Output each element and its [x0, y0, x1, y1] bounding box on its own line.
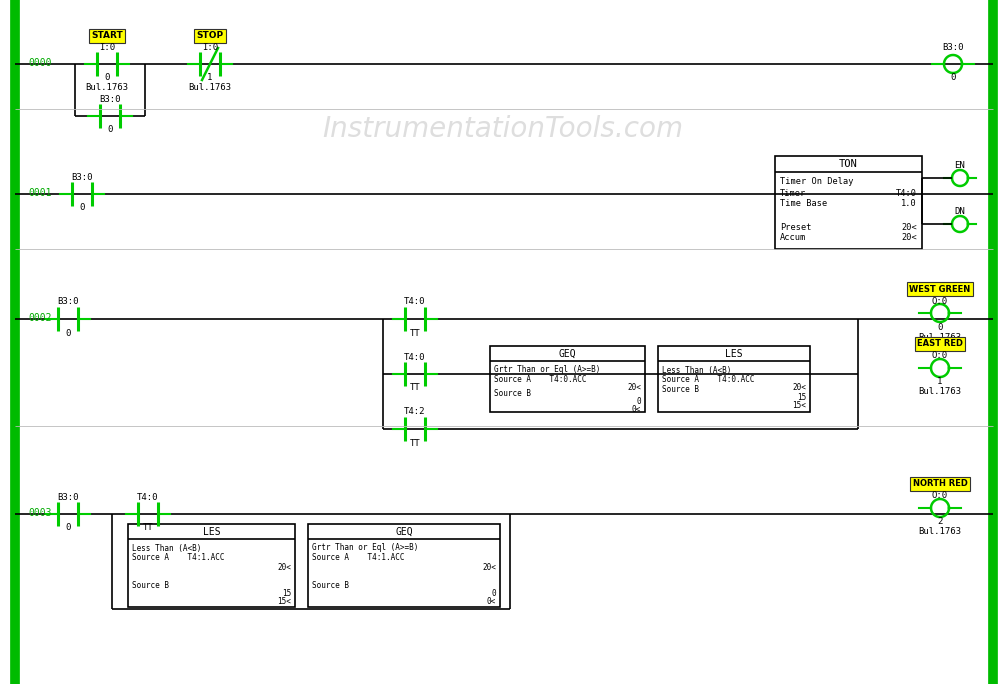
- Text: 0: 0: [951, 73, 956, 83]
- Text: I:0: I:0: [99, 42, 115, 51]
- Text: 0002: 0002: [28, 313, 51, 323]
- Text: 20<: 20<: [277, 564, 291, 573]
- Text: Time Base: Time Base: [780, 200, 827, 209]
- Text: NORTH RED: NORTH RED: [912, 479, 968, 488]
- Text: TT: TT: [143, 523, 153, 533]
- Text: LES: LES: [202, 527, 220, 537]
- Text: Grtr Than or Eql (A>=B): Grtr Than or Eql (A>=B): [494, 365, 601, 375]
- Text: Less Than (A<B): Less Than (A<B): [132, 544, 201, 553]
- Text: 2: 2: [938, 518, 943, 527]
- Text: Bul.1763: Bul.1763: [86, 83, 129, 92]
- Text: 20<: 20<: [901, 233, 917, 243]
- Text: Source B: Source B: [662, 386, 699, 395]
- Text: TT: TT: [409, 384, 421, 393]
- Text: Accum: Accum: [780, 233, 806, 243]
- Text: 0<: 0<: [632, 404, 641, 414]
- Text: Source B: Source B: [132, 581, 169, 590]
- Bar: [308, 524, 500, 607]
- Text: B3:0: B3:0: [57, 298, 78, 306]
- Text: 15<: 15<: [792, 402, 806, 410]
- Text: 0: 0: [65, 523, 70, 533]
- Text: 20<: 20<: [627, 384, 641, 393]
- Bar: [658, 346, 810, 412]
- Text: T4:0: T4:0: [137, 492, 159, 501]
- Text: Source A    T4:1.ACC: Source A T4:1.ACC: [312, 553, 404, 562]
- Text: InstrumentationTools.com: InstrumentationTools.com: [323, 115, 683, 143]
- Text: 0<: 0<: [487, 596, 496, 605]
- Text: 0000: 0000: [28, 58, 51, 68]
- Text: 0001: 0001: [28, 188, 51, 198]
- Text: I:0: I:0: [202, 42, 218, 51]
- Text: Timer: Timer: [780, 189, 806, 198]
- Text: T4:0: T4:0: [896, 189, 917, 198]
- Text: 0: 0: [79, 204, 85, 213]
- Text: Timer On Delay: Timer On Delay: [780, 178, 853, 187]
- Text: B3:0: B3:0: [71, 172, 93, 181]
- Text: 20<: 20<: [901, 222, 917, 231]
- Text: Preset: Preset: [780, 222, 812, 231]
- Text: Source A    T4:0.ACC: Source A T4:0.ACC: [494, 375, 586, 384]
- Text: TON: TON: [839, 159, 858, 169]
- Text: 15: 15: [797, 393, 806, 402]
- Text: 0: 0: [108, 125, 113, 135]
- Text: Grtr Than or Eql (A>=B): Grtr Than or Eql (A>=B): [312, 544, 418, 553]
- Text: T4:0: T4:0: [404, 352, 426, 362]
- Text: Bul.1763: Bul.1763: [188, 83, 231, 92]
- Text: Source A    T4:1.ACC: Source A T4:1.ACC: [132, 553, 224, 562]
- Text: 1: 1: [207, 73, 212, 83]
- Text: B3:0: B3:0: [100, 96, 121, 105]
- Text: EN: EN: [955, 161, 966, 170]
- Text: 0: 0: [637, 397, 641, 406]
- Text: LES: LES: [725, 349, 742, 359]
- Text: WEST GREEN: WEST GREEN: [909, 285, 971, 293]
- Text: 0: 0: [105, 73, 110, 83]
- Bar: [490, 346, 645, 412]
- Text: 0003: 0003: [28, 508, 51, 518]
- Text: 1: 1: [938, 378, 943, 386]
- Text: TT: TT: [409, 438, 421, 447]
- Text: 15: 15: [282, 588, 291, 598]
- Text: DN: DN: [955, 207, 966, 217]
- Text: EAST RED: EAST RED: [917, 339, 963, 349]
- Text: B3:0: B3:0: [57, 492, 78, 501]
- Text: 20<: 20<: [792, 384, 806, 393]
- Text: STOP: STOP: [196, 31, 223, 40]
- Text: B3:0: B3:0: [943, 42, 964, 51]
- Text: Source A    T4:0.ACC: Source A T4:0.ACC: [662, 375, 754, 384]
- Text: START: START: [92, 31, 123, 40]
- Text: 0: 0: [65, 328, 70, 337]
- Text: GEQ: GEQ: [558, 349, 576, 359]
- Bar: [775, 156, 923, 249]
- Text: Bul.1763: Bul.1763: [918, 388, 962, 397]
- Text: Bul.1763: Bul.1763: [918, 527, 962, 536]
- Text: 1.0: 1.0: [901, 200, 917, 209]
- Text: 20<: 20<: [482, 564, 496, 573]
- Text: Source B: Source B: [494, 389, 531, 399]
- Text: T4:0: T4:0: [404, 298, 426, 306]
- Text: GEQ: GEQ: [395, 527, 412, 537]
- Text: T4:2: T4:2: [404, 408, 426, 417]
- Text: 15<: 15<: [277, 596, 291, 605]
- Text: O:0: O:0: [932, 492, 948, 501]
- Text: 0: 0: [938, 322, 943, 332]
- Bar: [128, 524, 295, 607]
- Text: Source B: Source B: [312, 581, 349, 590]
- Text: 0: 0: [491, 588, 496, 598]
- Text: O:0: O:0: [932, 296, 948, 306]
- Text: TT: TT: [409, 328, 421, 337]
- Text: Bul.1763: Bul.1763: [918, 332, 962, 341]
- Text: O:0: O:0: [932, 352, 948, 360]
- Text: Less Than (A<B): Less Than (A<B): [662, 365, 731, 375]
